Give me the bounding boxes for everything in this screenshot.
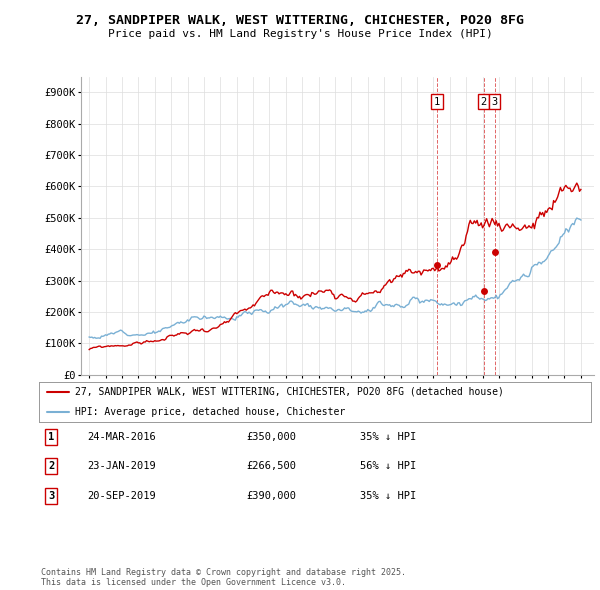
Text: Contains HM Land Registry data © Crown copyright and database right 2025.
This d: Contains HM Land Registry data © Crown c…: [41, 568, 406, 587]
Text: 2: 2: [481, 97, 487, 107]
Text: Price paid vs. HM Land Registry's House Price Index (HPI): Price paid vs. HM Land Registry's House …: [107, 29, 493, 38]
Text: 23-JAN-2019: 23-JAN-2019: [87, 461, 156, 471]
Text: 1: 1: [48, 432, 54, 441]
Text: 3: 3: [48, 491, 54, 500]
Text: 24-MAR-2016: 24-MAR-2016: [87, 432, 156, 441]
Text: 1: 1: [434, 97, 440, 107]
Text: 27, SANDPIPER WALK, WEST WITTERING, CHICHESTER, PO20 8FG (detached house): 27, SANDPIPER WALK, WEST WITTERING, CHIC…: [75, 387, 504, 396]
Text: £390,000: £390,000: [246, 491, 296, 500]
Text: £350,000: £350,000: [246, 432, 296, 441]
Text: 27, SANDPIPER WALK, WEST WITTERING, CHICHESTER, PO20 8FG: 27, SANDPIPER WALK, WEST WITTERING, CHIC…: [76, 14, 524, 27]
Text: £266,500: £266,500: [246, 461, 296, 471]
Text: 20-SEP-2019: 20-SEP-2019: [87, 491, 156, 500]
Text: HPI: Average price, detached house, Chichester: HPI: Average price, detached house, Chic…: [75, 407, 345, 417]
Text: 2: 2: [48, 461, 54, 471]
Text: 35% ↓ HPI: 35% ↓ HPI: [360, 491, 416, 500]
Text: 3: 3: [491, 97, 497, 107]
Text: 35% ↓ HPI: 35% ↓ HPI: [360, 432, 416, 441]
Text: 56% ↓ HPI: 56% ↓ HPI: [360, 461, 416, 471]
